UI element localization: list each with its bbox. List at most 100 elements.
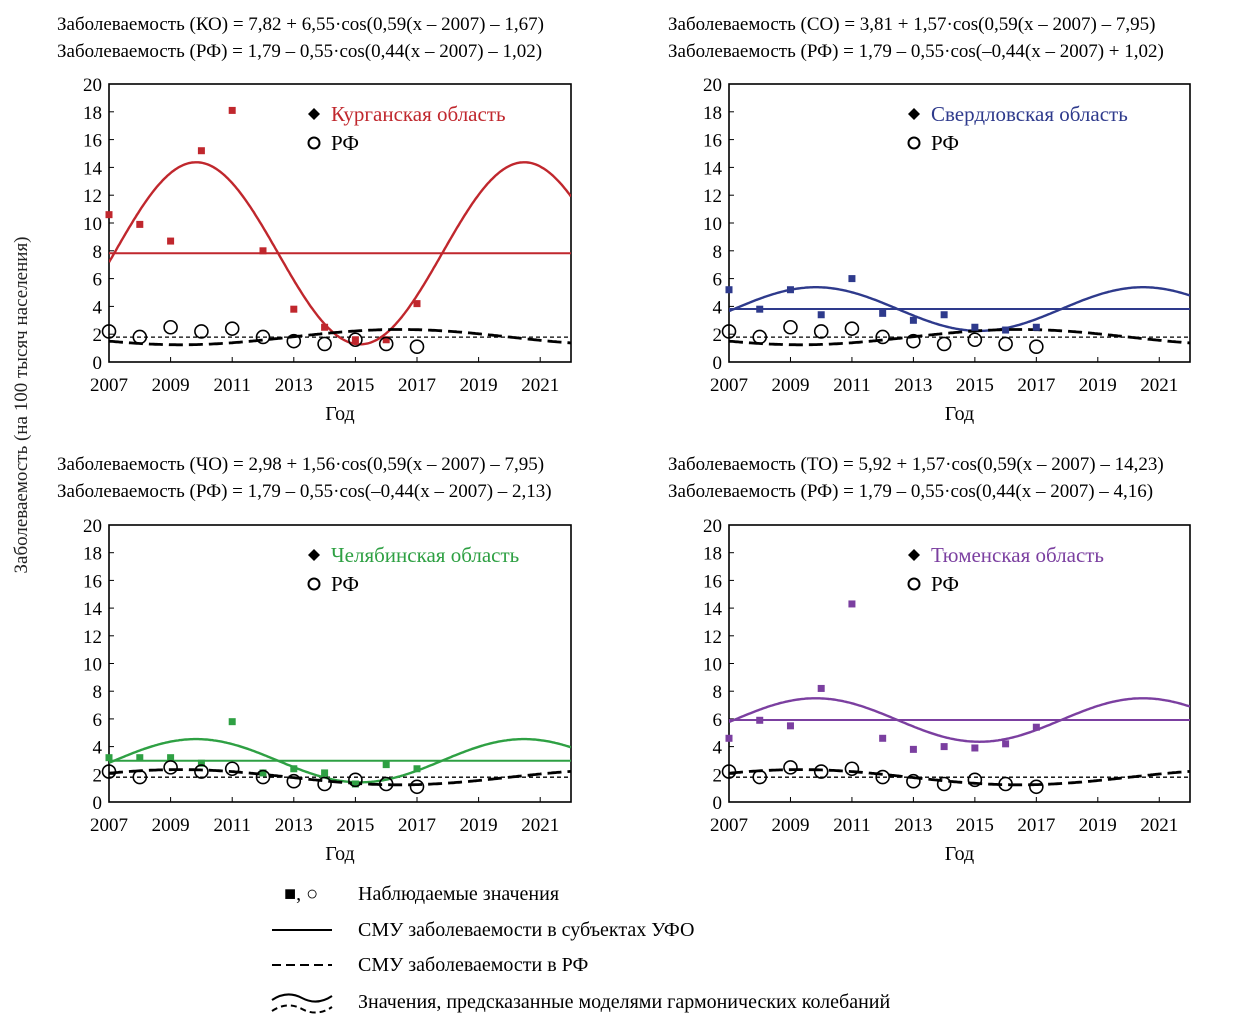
region-observed-point [786, 722, 794, 730]
x-tick-label: 2007 [710, 815, 748, 836]
region-observed-point [817, 684, 825, 692]
equation-rf: Заболеваемость (РФ) = 1,79 – 0,55·cos(–0… [668, 41, 1164, 62]
x-tick-label: 2011 [214, 375, 251, 396]
region-observed-point [105, 211, 113, 219]
rf-observed-point [286, 333, 302, 349]
y-tick-label: 6 [93, 270, 103, 291]
y-tick-label: 6 [713, 270, 723, 291]
x-tick-label: 2017 [398, 375, 436, 396]
y-tick-label: 14 [83, 158, 103, 179]
region-observed-point [1002, 740, 1010, 748]
x-tick-label: 2019 [460, 815, 498, 836]
legend-observed-marker: ■, ○ [284, 883, 318, 905]
x-tick-label: 2011 [214, 815, 251, 836]
region-observed-point [290, 305, 298, 313]
y-tick-label: 8 [93, 242, 103, 263]
chart-panel-1: Заболеваемость (КО) = 7,82 + 6,55·cos(0,… [57, 14, 572, 425]
rf-observed-point [783, 760, 798, 775]
rf-observed-point [224, 761, 240, 777]
x-tick-label: 2009 [771, 815, 809, 836]
y-tick-label: 2 [713, 325, 723, 346]
rf-observed-point [875, 769, 890, 785]
legend-circle-marker [307, 577, 321, 591]
rf-observed-point [101, 324, 117, 339]
y-tick-label: 8 [713, 242, 723, 263]
y-tick-label: 20 [83, 516, 102, 537]
rf-observed-point [132, 769, 148, 785]
region-observed-point [848, 600, 856, 608]
legend-smu-region-label: СМУ заболеваемости в субъектах УФО [358, 919, 694, 941]
rf-observed-point [286, 773, 302, 789]
legend-observed-label: Наблюдаемые значения [358, 883, 559, 905]
y-tick-label: 0 [93, 353, 103, 374]
region-observed-point [197, 147, 205, 155]
rf-observed-point [348, 772, 363, 788]
y-tick-label: 14 [83, 599, 103, 620]
x-axis-label: Год [325, 843, 354, 865]
legend-diamond-marker [908, 549, 920, 561]
rf-observed-point [255, 769, 271, 785]
region-observed-point [756, 305, 764, 313]
y-tick-label: 12 [703, 627, 722, 648]
rf-observed-point [721, 764, 737, 779]
x-tick-label: 2007 [90, 815, 128, 836]
panel-legend: Свердловская область РФ [907, 102, 1128, 155]
legend-diamond-marker [308, 108, 320, 120]
region-observed-point [382, 761, 390, 769]
region-observed-point [351, 336, 359, 344]
x-tick-label: 2007 [710, 375, 748, 396]
rf-observed-point [813, 324, 829, 339]
x-axis-label: Год [325, 403, 354, 425]
rf-observed-point [936, 776, 952, 792]
legend-rf-label: РФ [331, 572, 359, 596]
region-observed-point [879, 734, 887, 742]
legend-smu-rf-label: СМУ заболеваемости в РФ [358, 954, 588, 976]
y-tick-label: 0 [713, 353, 723, 374]
legend-diamond-marker [908, 108, 920, 120]
region-observed-point [725, 734, 733, 742]
legend-rf-label: РФ [331, 131, 359, 155]
plot-area [109, 161, 571, 347]
legend-harmonic-solid-curve [271, 993, 333, 1003]
region-observed-point [167, 237, 175, 245]
region-observed-point [136, 754, 144, 762]
rf-observed-point [409, 779, 425, 795]
y-tick-label: 14 [703, 599, 723, 620]
legend-circle-marker [907, 136, 921, 150]
harmonic-region-curve [729, 697, 1190, 744]
x-tick-label: 2017 [398, 815, 436, 836]
y-tick-label: 20 [703, 516, 722, 537]
x-tick-label: 2015 [336, 815, 374, 836]
legend-harmonic-dashed-curve [271, 1004, 333, 1014]
y-tick-label: 2 [93, 765, 103, 786]
y-tick-label: 18 [703, 103, 722, 124]
equation-rf: Заболеваемость (РФ) = 1,79 – 0,55·cos(0,… [668, 481, 1153, 502]
y-tick-label: 0 [93, 793, 103, 814]
y-tick-label: 18 [83, 103, 102, 124]
y-tick-label: 4 [93, 297, 103, 318]
figure-legend: ■, ○ Наблюдаемые значения СМУ заболеваем… [271, 883, 890, 1014]
y-tick-label: 8 [713, 682, 723, 703]
y-tick-label: 10 [83, 655, 102, 676]
y-tick-label: 6 [713, 710, 723, 731]
harmonic-rf-curve [109, 768, 571, 787]
y-tick-label: 16 [83, 571, 102, 592]
rf-observed-point [783, 319, 798, 335]
legend-rf-label: РФ [931, 572, 959, 596]
plot-area [109, 737, 571, 787]
region-observed-point [786, 286, 794, 294]
y-tick-label: 2 [93, 325, 103, 346]
rf-observed-point [132, 329, 148, 345]
x-axis-label: Год [945, 403, 974, 425]
x-tick-label: 2021 [1140, 815, 1178, 836]
y-tick-label: 8 [93, 682, 103, 703]
region-observed-point [1032, 323, 1040, 331]
y-tick-label: 18 [83, 544, 102, 565]
y-tick-label: 10 [703, 655, 722, 676]
rf-observed-point [224, 321, 240, 336]
rf-observed-point [844, 761, 860, 777]
y-tick-label: 4 [713, 297, 723, 318]
harmonic-rf-curve [729, 328, 1190, 347]
y-tick-label: 6 [93, 710, 103, 731]
region-observed-point [321, 769, 329, 777]
